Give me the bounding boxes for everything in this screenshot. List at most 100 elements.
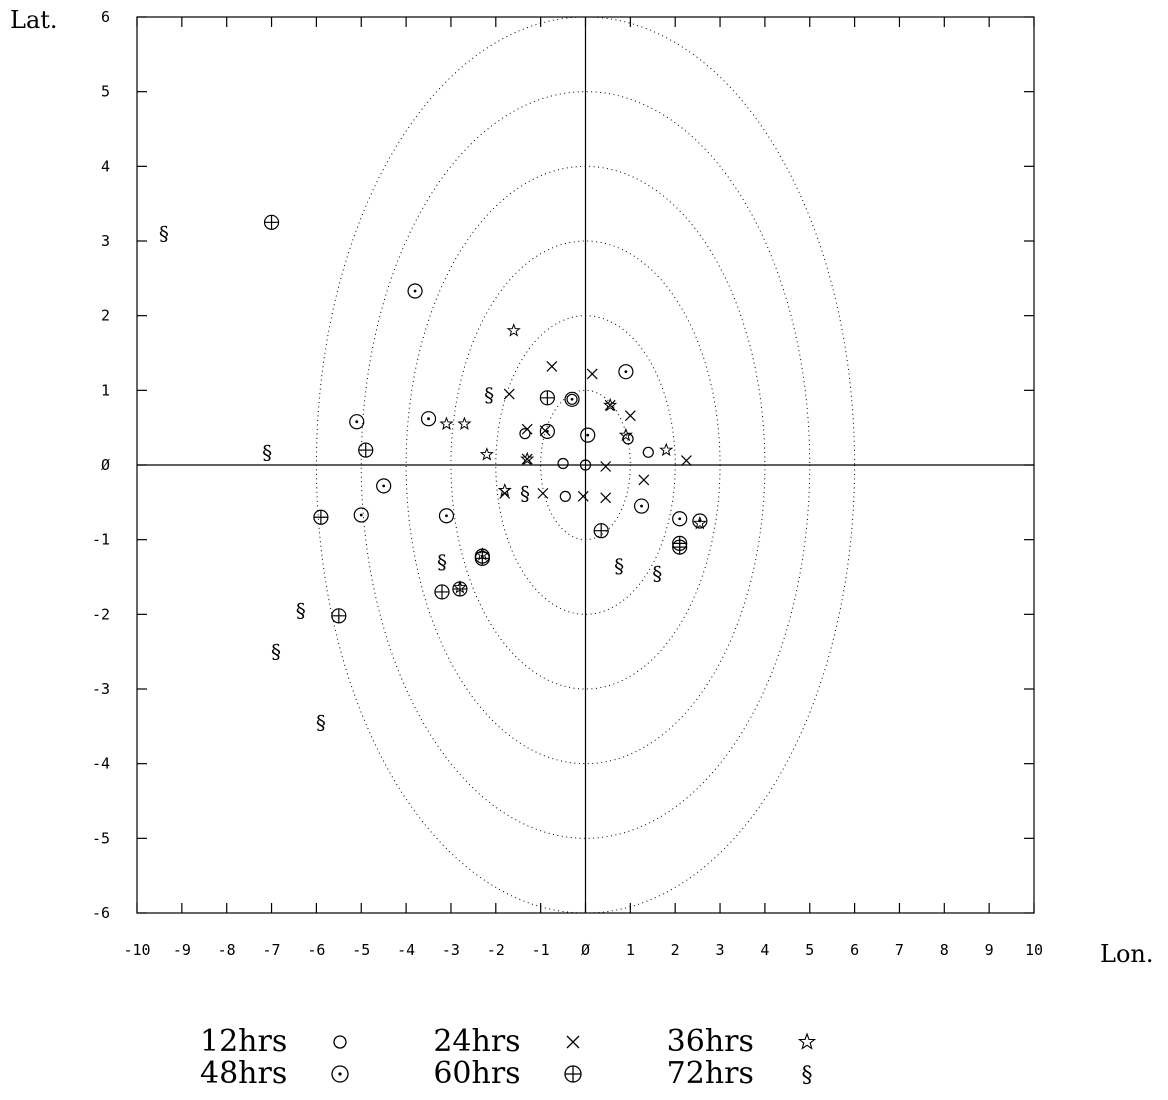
data-point-section: § xyxy=(614,554,624,578)
legend-label-24hrs: 24hrs xyxy=(433,1024,521,1059)
data-point-circle-plus xyxy=(358,442,374,458)
svg-text:§: § xyxy=(159,222,169,246)
x-axis-title: Lon. xyxy=(1100,940,1153,968)
x-tick-label: -8 xyxy=(218,941,236,959)
circle-plus-marker-icon xyxy=(564,1065,582,1083)
y-tick-label: Ø xyxy=(101,456,110,474)
data-point-section: § xyxy=(159,222,169,246)
data-point-star xyxy=(618,427,633,442)
y-tick-label: -2 xyxy=(92,605,110,623)
legend: 12hrs 24hrs 36hrs 48hrs 60hrs 72hrs § xyxy=(200,1026,900,1090)
data-point-circle-dot xyxy=(420,411,437,427)
data-point-circle-plus xyxy=(313,509,329,525)
y-tick-label: 4 xyxy=(101,157,110,175)
data-point-section: § xyxy=(437,550,447,574)
circle-dot-marker-icon xyxy=(331,1065,349,1083)
data-point-section: § xyxy=(296,599,306,623)
y-tick-label: 3 xyxy=(101,232,110,250)
data-point-star xyxy=(457,416,472,431)
data-point-circle-dot xyxy=(539,423,555,439)
x-tick-label: -9 xyxy=(173,941,191,959)
x-tick-label: 6 xyxy=(850,941,859,959)
data-point-circle xyxy=(557,457,569,470)
data-point-x xyxy=(586,368,598,380)
legend-item-12hrs: 12hrs xyxy=(200,1026,433,1058)
data-point-section: § xyxy=(271,640,281,664)
legend-item-60hrs: 60hrs xyxy=(433,1058,666,1090)
circle-marker-icon xyxy=(333,1035,347,1049)
section-marker-icon: § xyxy=(801,1063,812,1088)
data-point-star xyxy=(603,397,618,412)
data-point-circle-dot xyxy=(564,391,580,407)
x-tick-label: 10 xyxy=(1025,941,1043,959)
axis-ticks xyxy=(136,16,1035,914)
data-point-circle-dot xyxy=(407,283,423,299)
data-point-star xyxy=(506,323,521,337)
data-point-section: § xyxy=(484,383,494,407)
zero-axes xyxy=(137,17,1034,913)
data-point-circle-dot xyxy=(376,478,392,494)
legend-label-48hrs: 48hrs xyxy=(200,1056,288,1091)
data-point-star xyxy=(520,451,535,466)
y-axis-title: Lat. xyxy=(10,6,58,34)
data-point-star xyxy=(439,416,454,431)
x-tick-labels: -10 -9 -8 -7 -6 -5 -4 -3 -2 -1 Ø 1 2 3 4 5 6 7 8 9 10 xyxy=(123,941,1043,959)
data-point-x xyxy=(503,388,515,400)
x-tick-label: 3 xyxy=(716,941,725,959)
data-point-circle-dot xyxy=(672,511,688,527)
x-tick-label: -2 xyxy=(487,941,505,959)
data-point-circle-dot xyxy=(618,364,634,380)
y-tick-label: -1 xyxy=(92,531,110,549)
data-point-circle xyxy=(519,428,531,440)
legend-label-60hrs: 60hrs xyxy=(433,1056,521,1091)
y-tick-labels: 6 5 4 3 2 1 Ø -1 -2 -3 -4 -5 -6 xyxy=(92,8,110,922)
data-point-x xyxy=(600,492,612,504)
x-marker-icon xyxy=(566,1035,580,1049)
data-point-circle-plus xyxy=(593,523,609,539)
svg-text:§: § xyxy=(520,481,530,505)
data-point-circle-dot xyxy=(353,507,369,523)
svg-text:§: § xyxy=(614,554,624,578)
y-tick-label: 5 xyxy=(101,83,110,101)
legend-label-72hrs: 72hrs xyxy=(666,1056,754,1091)
x-tick-label: 4 xyxy=(760,941,769,959)
data-point-circle xyxy=(642,446,654,458)
data-point-section: § xyxy=(520,481,530,505)
x-tick-label: -5 xyxy=(352,941,370,959)
legend-item-36hrs: 36hrs xyxy=(667,1026,900,1058)
y-tick-label: 1 xyxy=(101,381,110,399)
data-point-x xyxy=(600,461,612,472)
data-point-circle-dot xyxy=(692,513,708,529)
legend-item-24hrs: 24hrs xyxy=(433,1026,666,1058)
data-point-circle-dot xyxy=(580,427,596,443)
legend-label-12hrs: 12hrs xyxy=(200,1024,288,1059)
data-point-circle-plus xyxy=(474,550,490,566)
x-tick-label: -7 xyxy=(263,941,281,959)
data-point-x xyxy=(537,487,549,499)
y-tick-label: -6 xyxy=(92,904,110,922)
legend-item-48hrs: 48hrs xyxy=(200,1058,433,1090)
data-point-circle xyxy=(566,393,578,405)
data-point-section: § xyxy=(316,711,326,735)
x-tick-label: -3 xyxy=(442,941,460,959)
data-point-circle-plus xyxy=(263,214,280,230)
x-tick-label: Ø xyxy=(581,941,590,959)
data-point-circle-dot xyxy=(349,414,365,430)
x-tick-label: -10 xyxy=(123,941,150,959)
data-point-x xyxy=(521,423,533,435)
svg-text:§: § xyxy=(316,711,326,735)
data-point-star xyxy=(659,442,674,457)
data-point-circle-dot xyxy=(438,508,455,524)
svg-text:§: § xyxy=(484,383,494,407)
data-point-x xyxy=(546,361,558,372)
data-points: § § § § § § § § § § xyxy=(159,214,708,735)
data-point-circle-plus xyxy=(539,390,555,406)
svg-text:§: § xyxy=(437,550,447,574)
y-tick-label: -4 xyxy=(92,755,110,773)
x-tick-label: 2 xyxy=(671,941,680,959)
data-point-star xyxy=(692,515,707,530)
x-tick-label: 7 xyxy=(895,941,904,959)
data-point-star xyxy=(497,482,512,497)
scatter-chart: -10 -9 -8 -7 -6 -5 -4 -3 -2 -1 Ø 1 2 3 4 5 6 7 8 9 10 6 5 4 3 2 1… xyxy=(10,6,1153,968)
svg-text:§: § xyxy=(262,440,272,464)
